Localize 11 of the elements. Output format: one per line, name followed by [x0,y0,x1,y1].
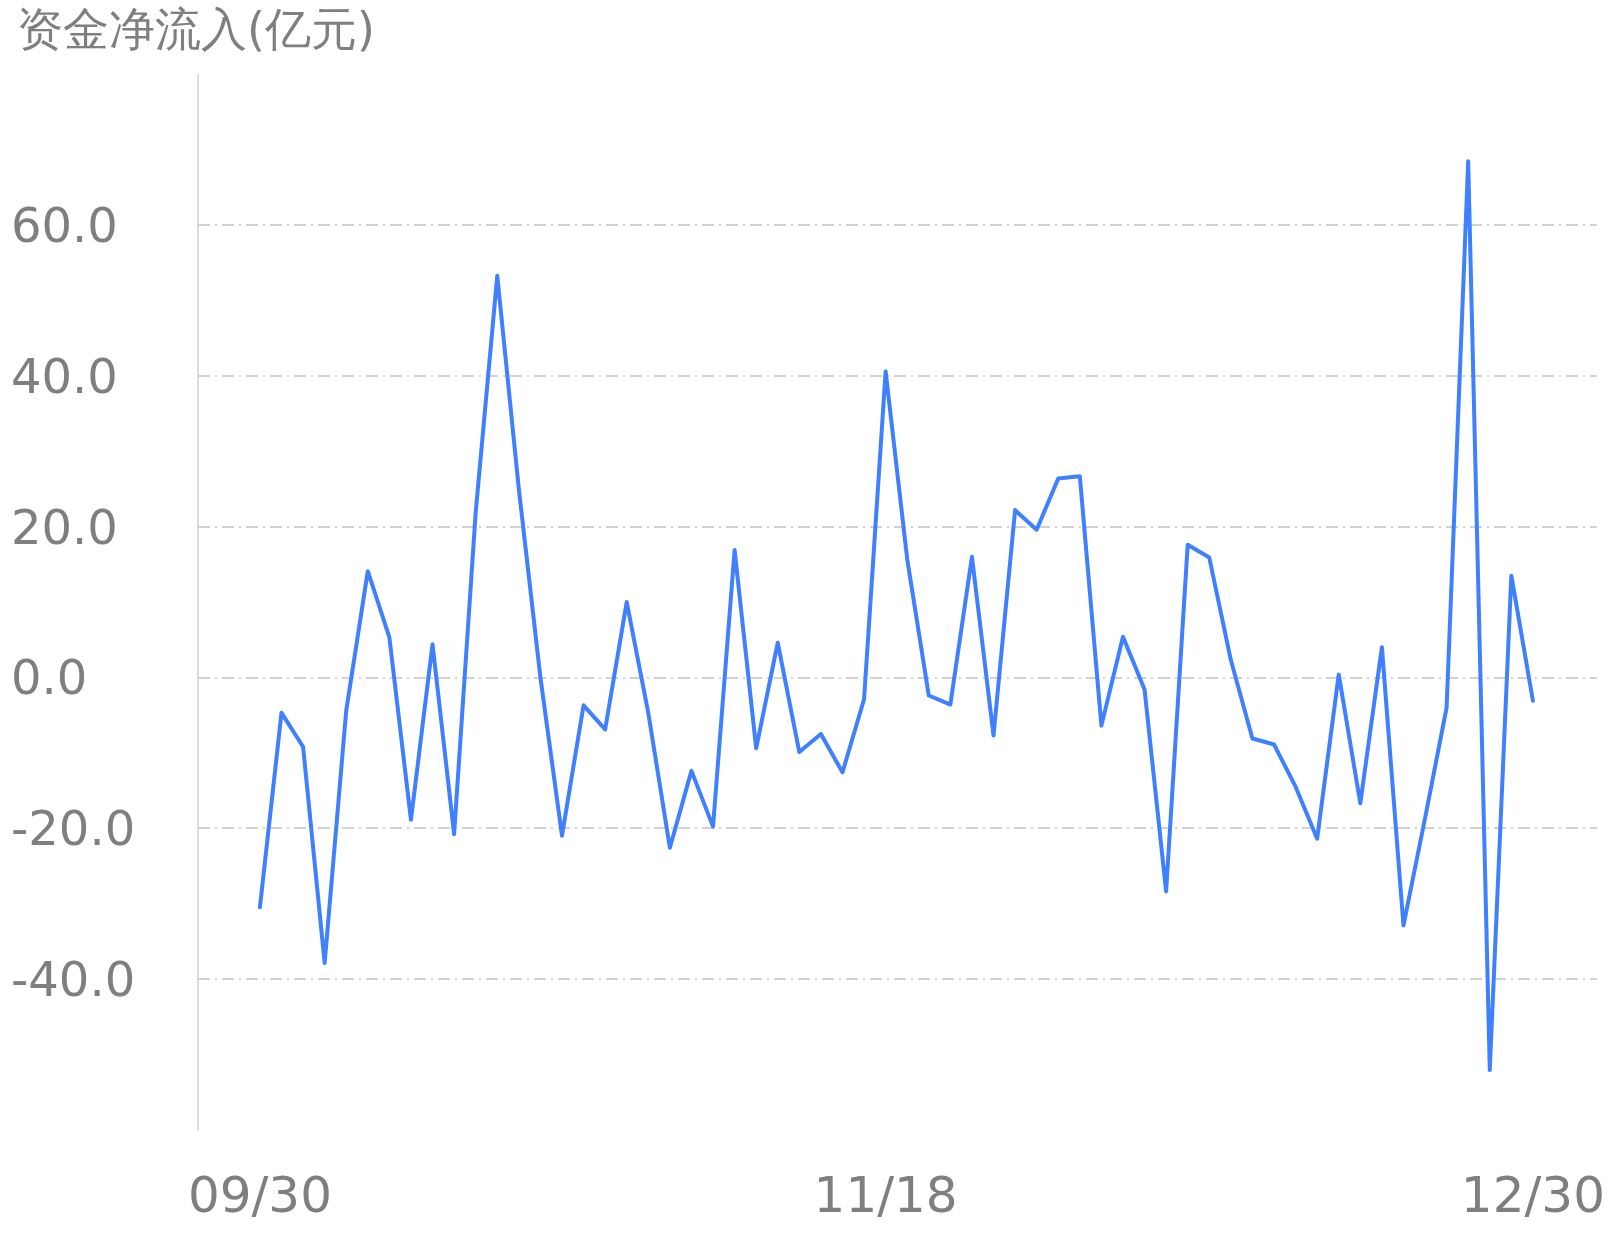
x-tick-label: 11/18 [813,1165,958,1224]
y-tick-label: 0.0 [11,649,88,706]
y-tick-label: 60.0 [11,197,118,254]
x-tick-label: 12/30 [1460,1165,1605,1224]
y-tick-label: 40.0 [11,347,118,404]
y-axis-title: 资金净流入(亿元) [17,2,375,56]
line-series [257,159,1535,1073]
x-tick-label: 09/30 [187,1165,332,1224]
y-tick-label: -40.0 [11,950,136,1007]
y-tick-label: -20.0 [11,800,136,857]
y-tick-label: 20.0 [11,498,118,555]
